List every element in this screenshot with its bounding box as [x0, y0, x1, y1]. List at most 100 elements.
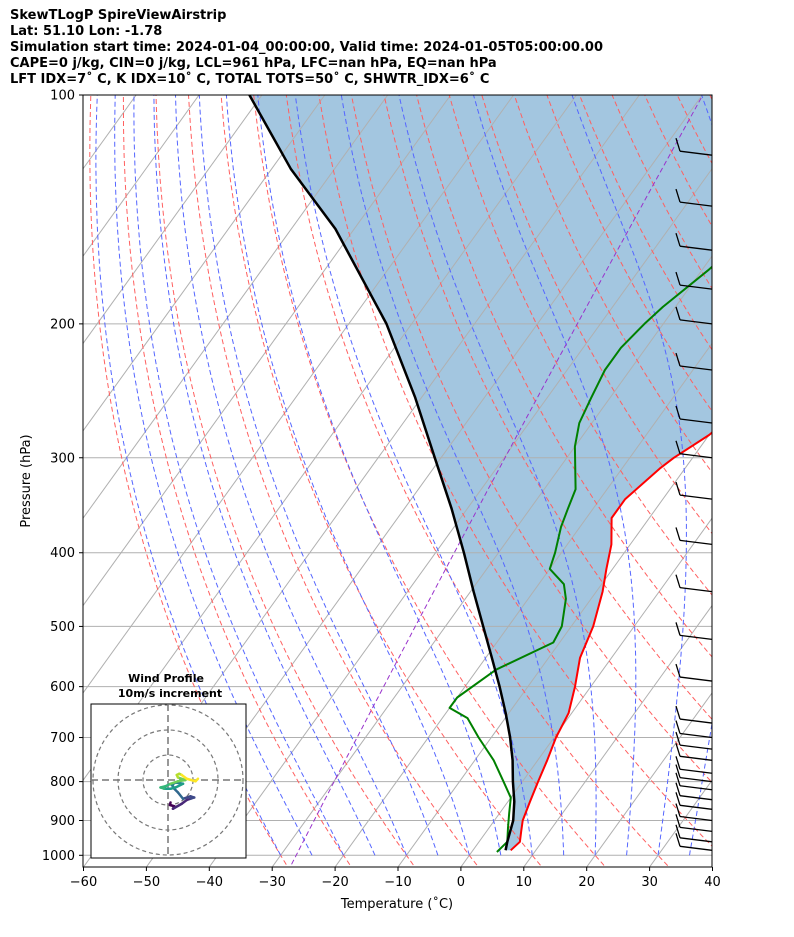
x-tick-label: −20 [321, 875, 348, 890]
index-line: LFT IDX=7˚ C, K IDX=10˚ C, TOTAL TOTS=50… [10, 72, 490, 87]
wind-barb-flag [675, 574, 681, 588]
wind-barb [675, 756, 713, 774]
wind-barb-staff [679, 776, 713, 783]
wind-barb-staff [679, 768, 713, 774]
wind-barb [675, 720, 713, 739]
isotherm [586, 692, 712, 867]
wind-barb-flag [675, 622, 681, 636]
hodograph-segment [171, 802, 183, 810]
y-tick-label: 200 [50, 317, 75, 332]
inset-title: Wind Profile [128, 672, 204, 685]
wind-barb-staff [679, 494, 713, 500]
isotherm [460, 517, 712, 867]
moist-adiabat [175, 95, 407, 856]
wind-barb [675, 574, 713, 593]
moist-adiabat [294, 95, 533, 856]
wind-barb-flag [675, 833, 681, 847]
y-axis-label: Pressure (hPa) [19, 434, 34, 527]
wind-barb-staff [679, 837, 713, 843]
moist-adiabat [153, 95, 376, 856]
dry-adiabat [513, 95, 712, 474]
isotherm [83, 95, 389, 520]
wind-barb-flag [675, 440, 681, 454]
moist-adiabat [721, 95, 794, 855]
y-tick-label: 800 [50, 775, 75, 790]
moist-adiabat [198, 95, 439, 856]
wind-barb [675, 352, 713, 371]
dry-adiabat [383, 95, 712, 721]
wind-barb-flag [675, 405, 681, 420]
x-tick-label: 10 [516, 875, 533, 890]
wind-barb-flag [675, 705, 681, 720]
wind-barb-staff [679, 365, 713, 371]
isotherm [83, 95, 514, 694]
wind-barb [675, 782, 713, 801]
wind-barb [675, 306, 713, 325]
y-tick-label: 400 [50, 546, 75, 561]
wind-barb-flag [675, 138, 681, 152]
wind-barb-flag [675, 803, 681, 817]
wind-barb [675, 803, 713, 822]
wind-barb-staff [679, 795, 713, 801]
location-line: Lat: 51.10 Lon: -1.78 [10, 24, 163, 39]
wind-barb-flag [675, 233, 681, 247]
wind-barb-flag [675, 756, 681, 770]
x-tick-label: 20 [578, 875, 595, 890]
wind-barb-staff [679, 804, 713, 810]
y-tick-label: 600 [50, 680, 75, 695]
wind-barb-staff [679, 418, 713, 424]
y-tick-label: 100 [50, 89, 75, 104]
wind-barb-staff [679, 201, 713, 207]
isotherm [83, 95, 452, 607]
x-tick-label: −50 [133, 875, 160, 890]
wind-barb-staff [679, 453, 713, 459]
time-line: Simulation start time: 2024-01-04_00:00:… [10, 40, 603, 55]
wind-barb [675, 814, 713, 832]
dry-adiabat [122, 95, 352, 867]
wind-barb-staff [679, 845, 713, 851]
hodograph-segment [176, 776, 187, 782]
wind-barb-staff [679, 284, 713, 290]
moist-adiabat [95, 95, 282, 856]
wind-barb-flag [675, 814, 681, 828]
dry-adiabat [742, 95, 794, 871]
hodograph-segment [169, 780, 180, 785]
wind-barb [675, 440, 713, 459]
wind-barb [675, 622, 713, 641]
wind-barb-staff [679, 755, 713, 761]
wind-barb-flag [675, 188, 681, 203]
y-tick-label: 500 [50, 620, 75, 635]
wind-barb-flag [675, 782, 681, 796]
wind-barb-staff [679, 785, 713, 791]
dry-adiabat [253, 95, 607, 867]
wind-barb-flag [675, 663, 681, 678]
y-tick-label: 700 [50, 731, 75, 746]
x-tick-label: −30 [258, 875, 285, 890]
dry-adiabat [709, 95, 712, 101]
mixing-ratio-line [289, 95, 704, 867]
x-axis-label: Temperature (˚C) [340, 896, 453, 912]
moist-adiabat [571, 95, 687, 856]
wind-barb [675, 527, 713, 546]
dry-adiabat [188, 95, 480, 867]
moist-adiabat [225, 95, 470, 856]
wind-barb-flag [675, 527, 681, 541]
wind-barb-staff [679, 744, 713, 750]
wind-barb [675, 731, 713, 750]
moist-adiabat [257, 95, 502, 856]
x-tick-label: −40 [196, 875, 223, 890]
hodograph-segment [174, 782, 185, 789]
dry-adiabat [89, 95, 289, 867]
wind-barb-flag [675, 720, 681, 734]
wind-barb [675, 833, 713, 851]
wind-barb-staff [679, 319, 713, 325]
wind-barb-staff [679, 718, 713, 724]
dewpoint-line [448, 265, 712, 853]
wind-barb-staff [679, 586, 713, 593]
x-tick-label: 40 [704, 875, 721, 890]
wind-barb-staff [679, 539, 713, 546]
dry-adiabat [481, 95, 712, 535]
wind-barb-flag [675, 824, 681, 839]
isotherm [83, 95, 326, 432]
isotherm [334, 342, 712, 867]
